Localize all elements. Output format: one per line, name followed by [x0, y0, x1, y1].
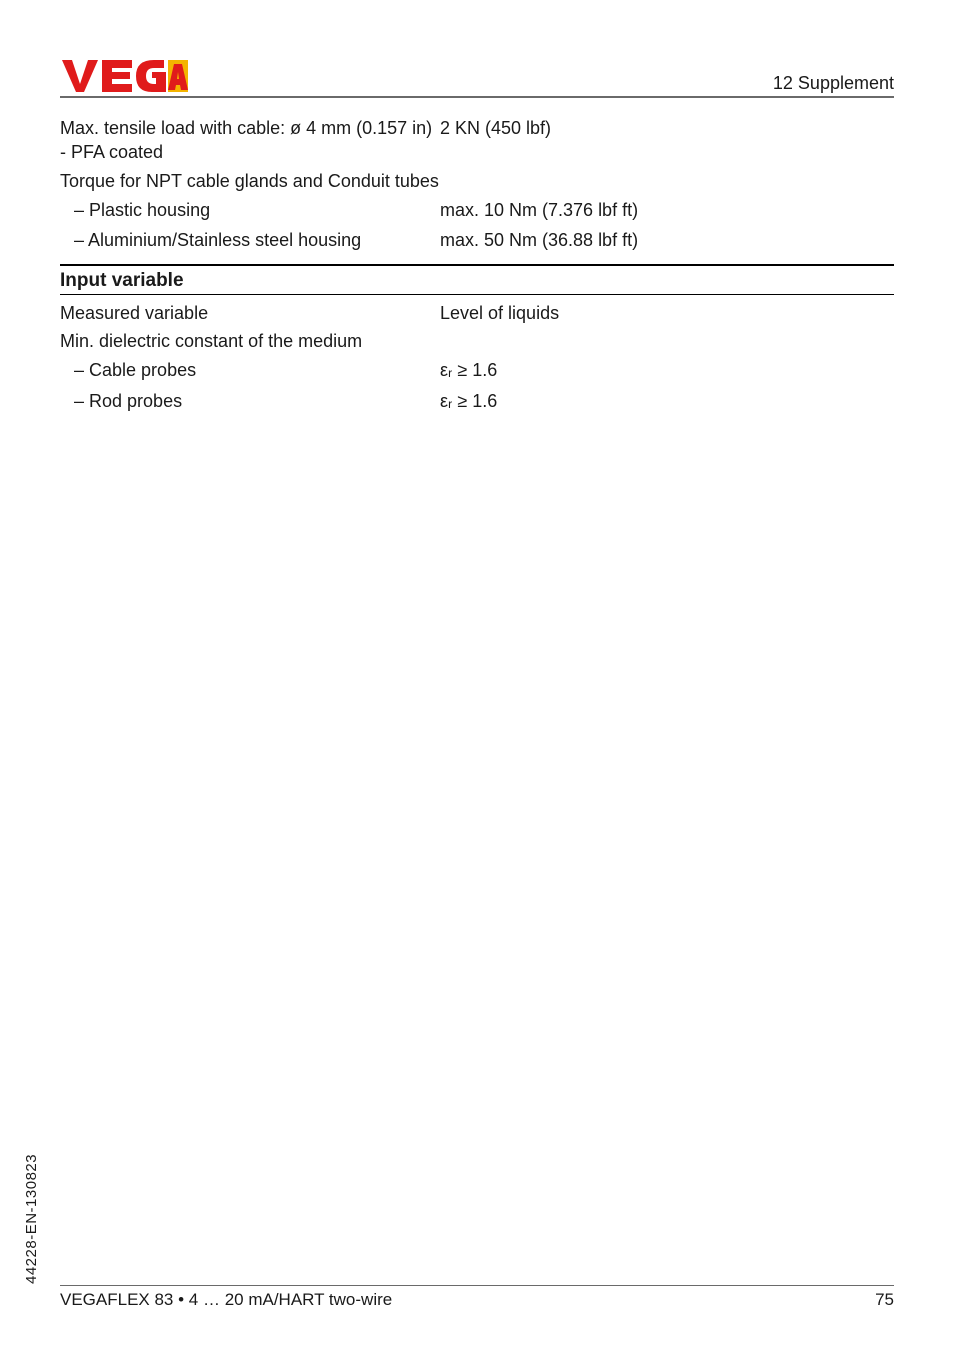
vega-logo [60, 56, 190, 94]
spec-plastic-value: max. 10 Nm (7.376 lbf ft) [440, 198, 894, 222]
page-header: 12 Supplement [60, 48, 894, 94]
spec-measured: Measured variable Level of liquids [60, 301, 894, 325]
spec-measured-label: Measured variable [60, 301, 440, 325]
spec-alu-value: max. 50 Nm (36.88 lbf ft) [440, 228, 894, 252]
footer-rule [60, 1285, 894, 1286]
chapter-title: 12 Supplement [773, 73, 894, 94]
spec-dielectric-heading: Min. dielectric constant of the medium [60, 331, 894, 352]
spec-alu: Aluminium/Stainless steel housing max. 5… [60, 228, 894, 252]
spec-plastic: Plastic housing max. 10 Nm (7.376 lbf ft… [60, 198, 894, 222]
spec-torque-heading: Torque for NPT cable glands and Conduit … [60, 171, 894, 192]
section-input-heading: Input variable [60, 264, 894, 292]
section-input-rule [60, 294, 894, 295]
spec-cable-value: εᵣ ≥ 1.6 [440, 358, 894, 382]
spec-tensile-label: Max. tensile load with cable: ø 4 mm (0.… [60, 116, 440, 165]
spec-measured-value: Level of liquids [440, 301, 894, 325]
spec-alu-label: Aluminium/Stainless steel housing [60, 228, 440, 252]
spec-tensile: Max. tensile load with cable: ø 4 mm (0.… [60, 116, 894, 165]
spec-cable: Cable probes εᵣ ≥ 1.6 [60, 358, 894, 382]
footer-product: VEGAFLEX 83 • 4 … 20 mA/HART two-wire [60, 1290, 392, 1310]
spec-tensile-value: 2 KN (450 lbf) [440, 116, 894, 165]
spec-rod-label: Rod probes [60, 389, 440, 413]
spec-rod: Rod probes εᵣ ≥ 1.6 [60, 389, 894, 413]
footer-page: 75 [875, 1290, 894, 1310]
doc-id-side: 44228-EN-130823 [23, 1154, 40, 1284]
spec-plastic-label: Plastic housing [60, 198, 440, 222]
spec-rod-value: εᵣ ≥ 1.6 [440, 389, 894, 413]
page-footer: VEGAFLEX 83 • 4 … 20 mA/HART two-wire 75 [60, 1285, 894, 1310]
header-rule [60, 96, 894, 98]
spec-cable-label: Cable probes [60, 358, 440, 382]
